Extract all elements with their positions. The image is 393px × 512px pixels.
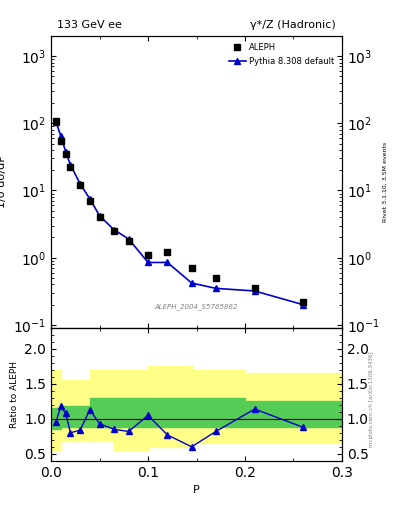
X-axis label: P: P bbox=[193, 485, 200, 495]
ALEPH bbox=[301, 299, 305, 305]
ALEPH bbox=[63, 151, 68, 157]
ALEPH bbox=[126, 238, 131, 244]
Pythia 8.308 default bbox=[213, 285, 218, 291]
Pythia 8.308 default bbox=[165, 260, 170, 266]
Line: Pythia 8.308 default: Pythia 8.308 default bbox=[53, 119, 306, 308]
ALEPH bbox=[146, 252, 151, 258]
Pythia 8.308 default bbox=[126, 236, 131, 242]
Pythia 8.308 default bbox=[252, 288, 257, 294]
Pythia 8.308 default bbox=[146, 260, 151, 266]
Pythia 8.308 default bbox=[97, 213, 102, 219]
Pythia 8.308 default bbox=[112, 227, 116, 233]
ALEPH bbox=[97, 214, 102, 220]
Pythia 8.308 default bbox=[59, 133, 63, 139]
Pythia 8.308 default bbox=[53, 119, 58, 125]
ALEPH bbox=[252, 285, 257, 291]
Pythia 8.308 default bbox=[189, 280, 194, 286]
Y-axis label: 1/σ dσ/dP: 1/σ dσ/dP bbox=[0, 156, 7, 208]
Line: ALEPH: ALEPH bbox=[53, 118, 306, 305]
Pythia 8.308 default bbox=[68, 162, 73, 168]
ALEPH bbox=[189, 265, 194, 271]
ALEPH bbox=[59, 138, 63, 144]
Text: 133 GeV ee: 133 GeV ee bbox=[57, 20, 122, 30]
ALEPH bbox=[68, 164, 73, 170]
ALEPH bbox=[78, 182, 83, 188]
ALEPH bbox=[165, 249, 170, 255]
Text: γ*/Z (Hadronic): γ*/Z (Hadronic) bbox=[250, 20, 336, 30]
Y-axis label: Ratio to ALEPH: Ratio to ALEPH bbox=[10, 361, 19, 428]
ALEPH bbox=[213, 275, 218, 281]
Pythia 8.308 default bbox=[63, 148, 68, 155]
Pythia 8.308 default bbox=[78, 181, 83, 187]
ALEPH bbox=[112, 228, 116, 234]
Text: mcplots.cern.ch [arXiv:1306.3436]: mcplots.cern.ch [arXiv:1306.3436] bbox=[369, 352, 374, 447]
Pythia 8.308 default bbox=[88, 196, 92, 202]
Pythia 8.308 default bbox=[301, 302, 305, 308]
ALEPH bbox=[53, 117, 58, 123]
ALEPH bbox=[88, 198, 92, 204]
Y-axis label: Rivet 3.1.10, 3.5M events: Rivet 3.1.10, 3.5M events bbox=[383, 142, 388, 222]
Text: ALEPH_2004_S5765862: ALEPH_2004_S5765862 bbox=[155, 304, 238, 310]
Legend: ALEPH, Pythia 8.308 default: ALEPH, Pythia 8.308 default bbox=[226, 40, 338, 69]
